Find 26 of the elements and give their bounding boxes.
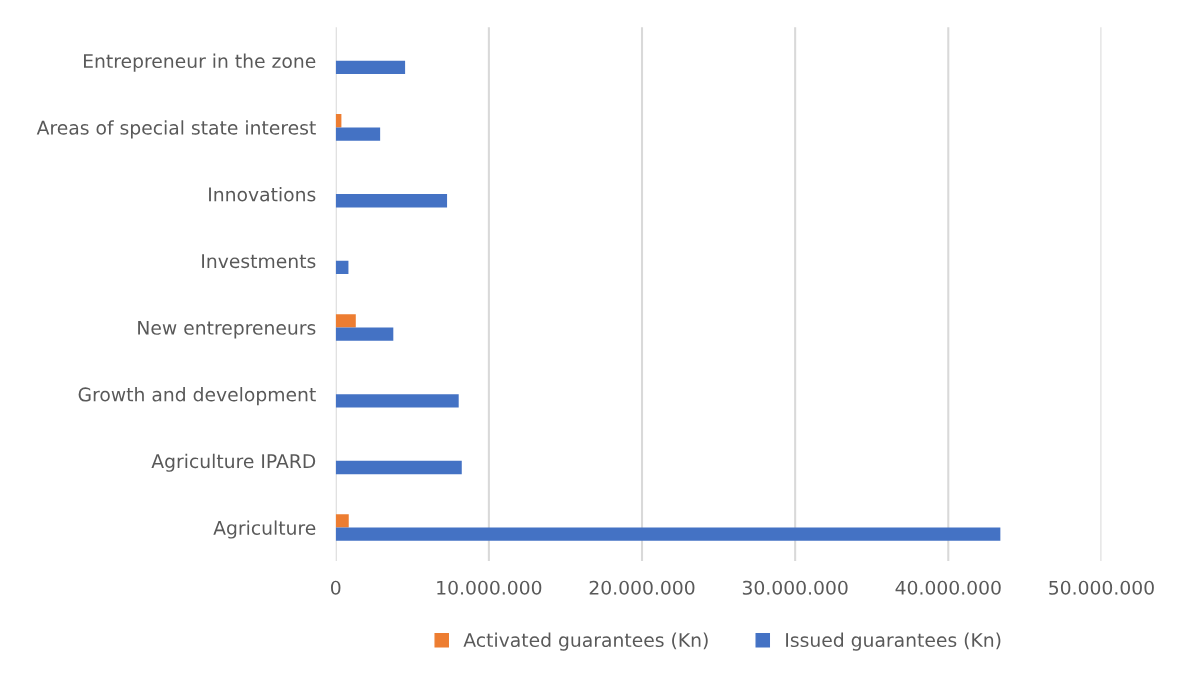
bar	[335, 60, 406, 75]
y-tick-label: Agriculture IPARD	[151, 453, 316, 472]
bar	[335, 127, 381, 141]
y-tick-label: New entrepreneurs	[138, 320, 316, 339]
bar	[335, 260, 349, 275]
bar	[335, 514, 349, 528]
x-tick-label: 50.000.000	[1049, 580, 1154, 595]
y-tick-label: Agriculture	[213, 520, 316, 539]
legend-label: Issued guarantees (Kn)	[786, 632, 1001, 651]
y-tick-label: Areas of special state interest	[36, 120, 316, 139]
x-tick-label: 0	[331, 580, 341, 595]
x-tick-label: 10.000.000	[437, 580, 542, 595]
y-tick-label: Innovations	[209, 186, 316, 202]
bar	[335, 314, 356, 328]
bar	[335, 327, 394, 341]
y-tick-label: Investments	[202, 254, 316, 269]
y-tick-label: Growth and development	[78, 387, 316, 406]
x-tick-label: 30.000.000	[742, 580, 848, 595]
bar	[335, 527, 1001, 541]
bar	[335, 394, 459, 408]
y-tick-label: Entrepreneur in the zone	[84, 53, 316, 72]
bar	[335, 194, 448, 208]
legend-label: Activated guarantees (Kn)	[463, 632, 708, 651]
bar	[335, 460, 462, 475]
x-tick-label: 40.000.000	[895, 580, 1001, 595]
x-tick-label: 20.000.000	[589, 580, 695, 595]
